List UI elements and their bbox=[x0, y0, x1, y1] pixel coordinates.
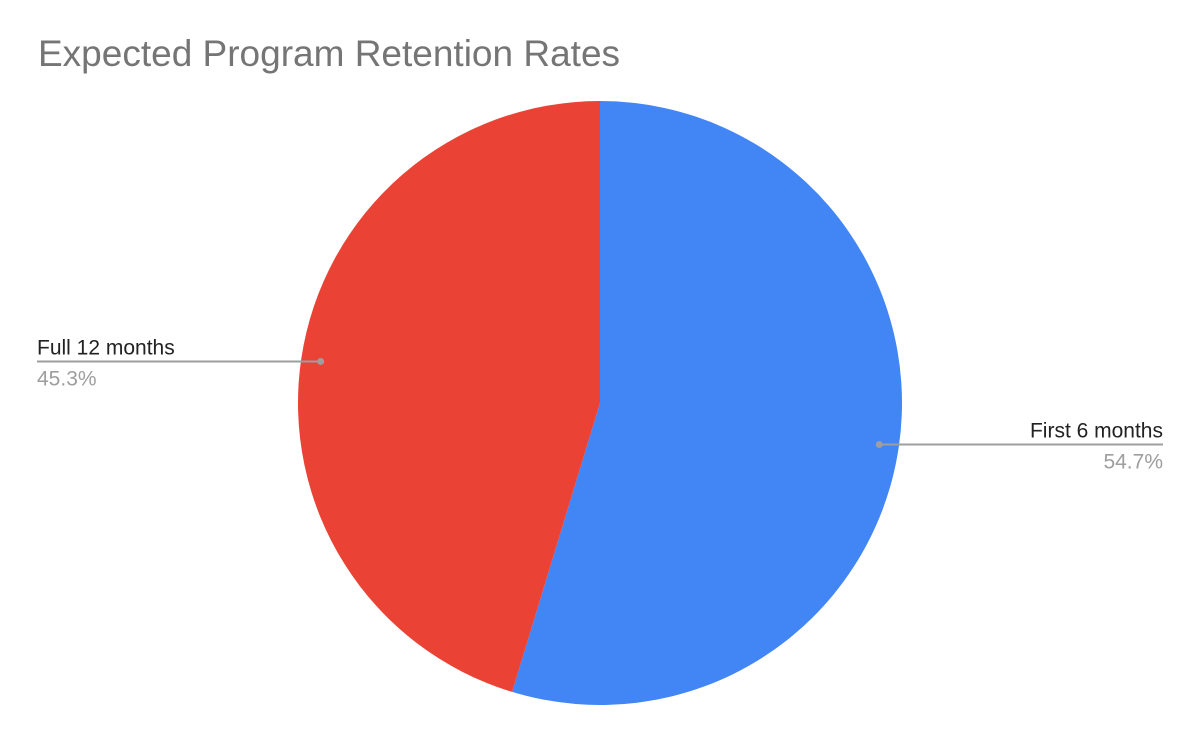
pie-slice-1 bbox=[512, 101, 902, 706]
slice-label-2: Full 12 months bbox=[37, 336, 175, 359]
chart-title: Expected Program Retention Rates bbox=[38, 33, 621, 74]
pie-labels: First 6 months 54.7% Full 12 months 45.3% bbox=[37, 336, 1163, 474]
leader-dot-1 bbox=[875, 441, 883, 449]
leader-dot-2 bbox=[317, 357, 325, 365]
slice-value-1: 54.7% bbox=[1103, 451, 1163, 474]
pie-slice-2 bbox=[298, 101, 600, 692]
slice-label-1: First 6 months bbox=[1030, 420, 1163, 443]
slice-value-2: 45.3% bbox=[37, 367, 97, 390]
pie-slices bbox=[298, 101, 902, 706]
